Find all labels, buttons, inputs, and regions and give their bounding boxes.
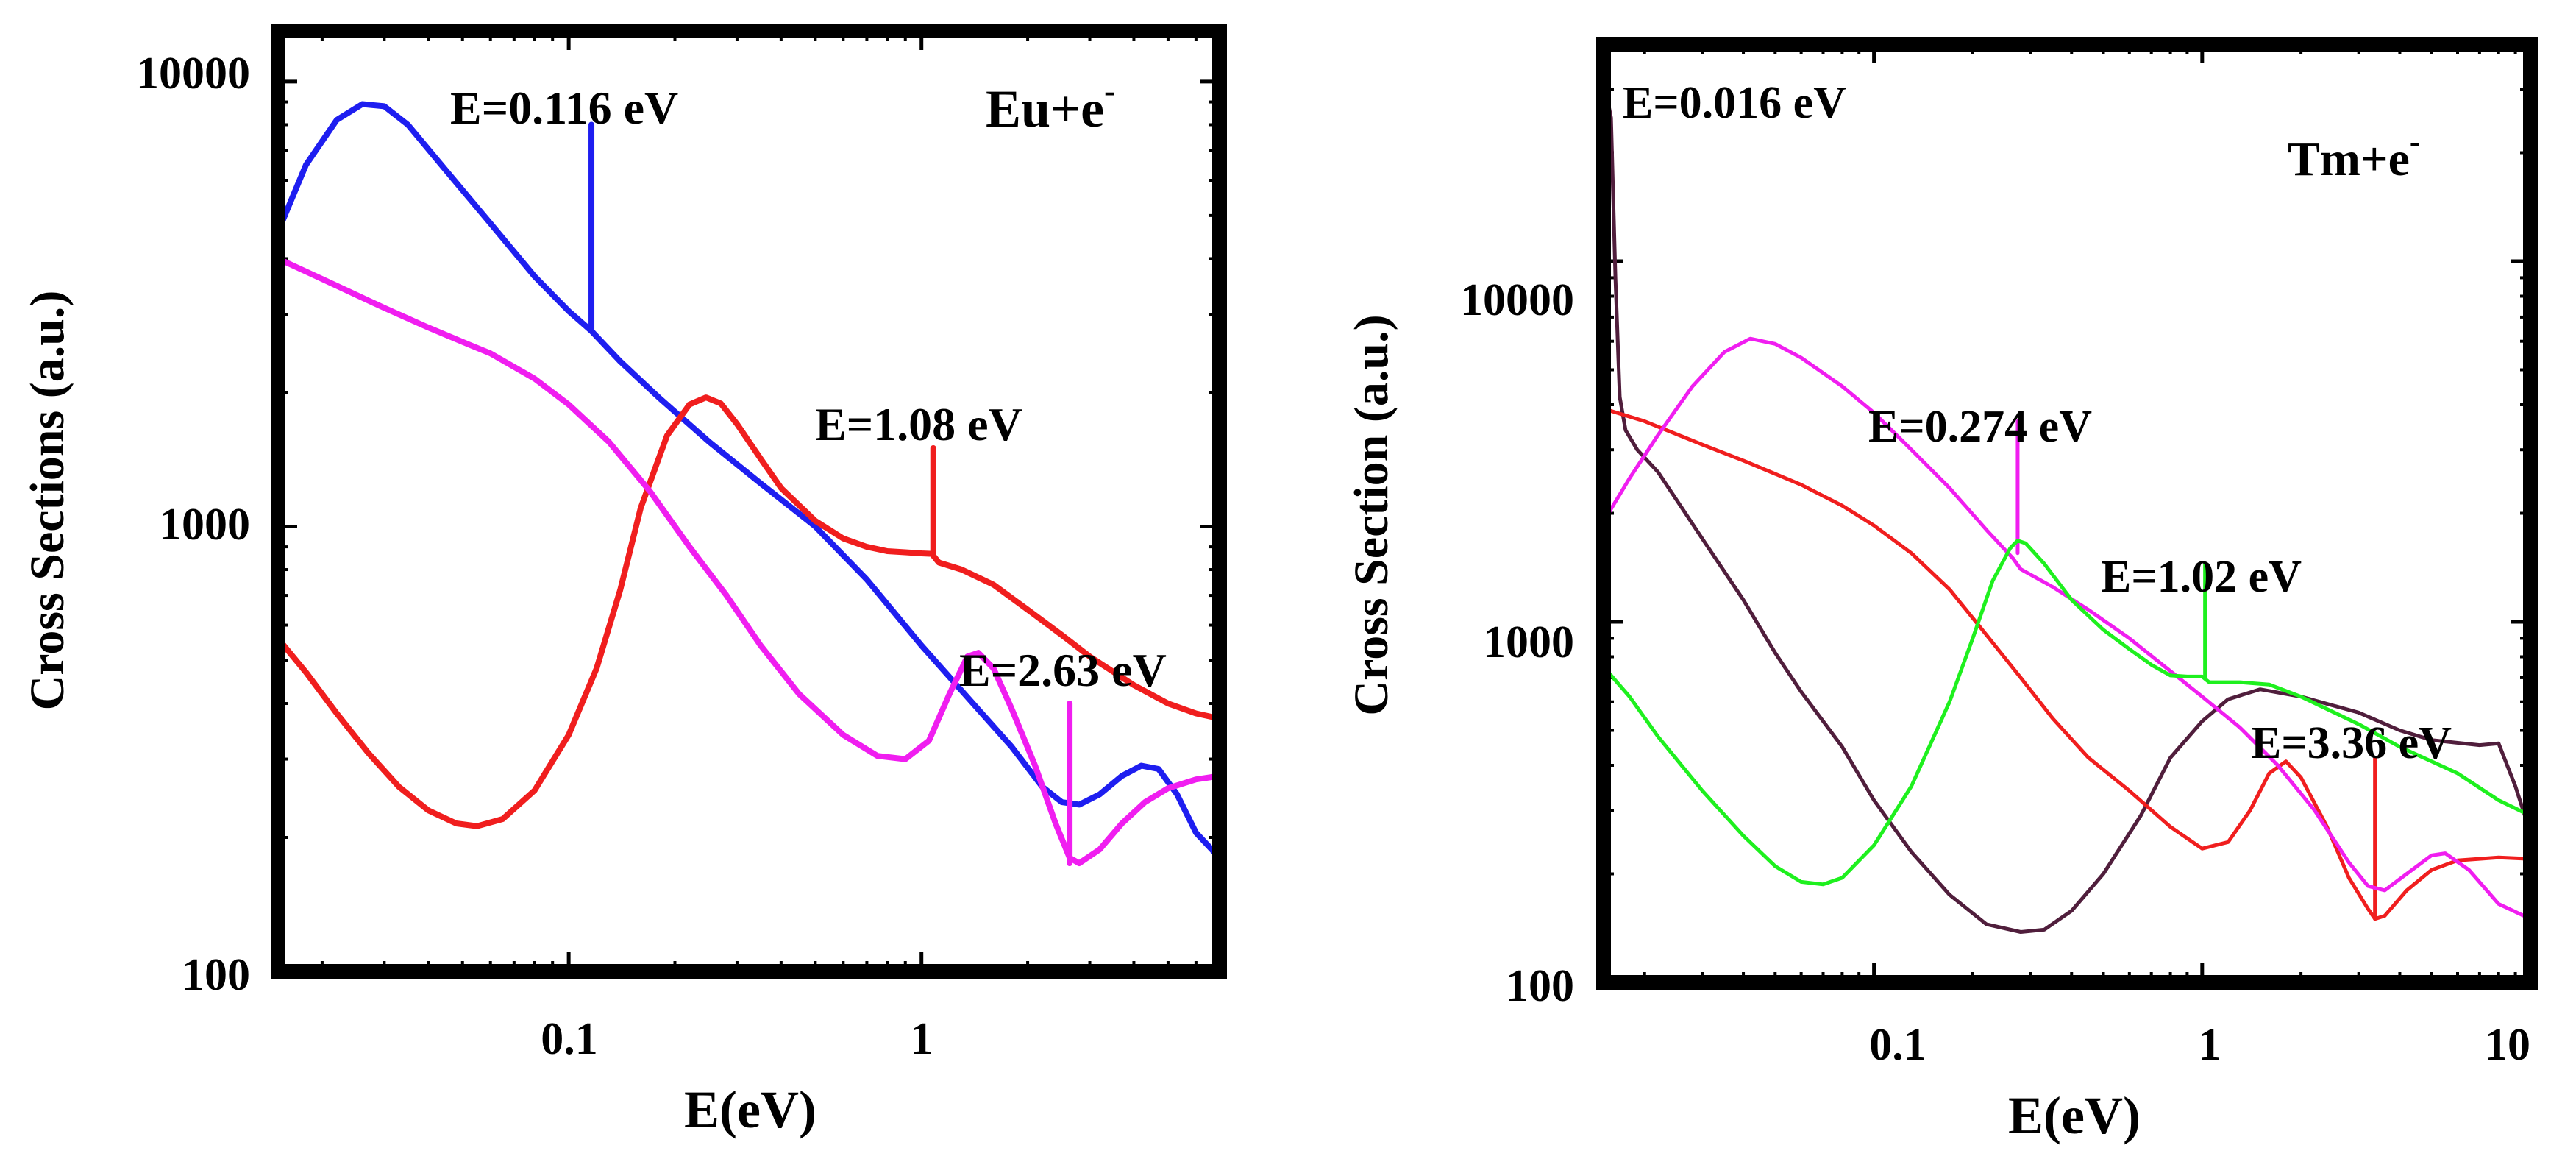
y-tick-label: 100 [182, 950, 250, 1000]
series-line-brown [1604, 87, 2530, 934]
panel-label-eu: Eu+e- [986, 73, 1115, 138]
y-tick-label: 10000 [1460, 275, 1574, 325]
series-line-red [1604, 406, 2530, 921]
y-axis-title: Cross Sections (a.u.) [21, 291, 74, 711]
x-tick-label: 0.1 [541, 1014, 598, 1064]
x-axis-title: E(eV) [2008, 1086, 2141, 1145]
y-tick-label: 100 [1506, 961, 1574, 1011]
x-tick-label: 1 [2199, 1020, 2221, 1070]
annotation-peak: E=0.116 eV [450, 82, 678, 134]
panel-label-tm: Tm+e- [2288, 125, 2420, 186]
series-line-green [1604, 539, 2530, 887]
x-tick-label: 10 [2485, 1020, 2530, 1070]
y-axis-title: Cross Section (a.u.) [1345, 314, 1398, 715]
chart-eu: 100 1000 10000 0.1 1 E(eV) Cross Section… [21, 24, 1227, 1139]
annotation-peak: E=1.02 eV [2101, 552, 2302, 602]
y-tick-label: 1000 [159, 500, 250, 550]
series-line-red [278, 394, 1220, 829]
annotation-peak: E=0.274 eV [1868, 402, 2092, 452]
series-line-magenta [278, 255, 1220, 867]
x-tick-label: 1 [911, 1014, 933, 1064]
plot-area-eu [278, 31, 1220, 971]
annotation-peak: E=0.016 eV [1623, 78, 1846, 128]
chart-tm: 100 1000 10000 0.1 1 10 E(eV) Cross Sect… [1345, 37, 2538, 1145]
plot-frame-eu [271, 24, 1227, 979]
x-axis-title: E(eV) [684, 1080, 816, 1139]
y-tick-label: 1000 [1483, 617, 1574, 667]
annotation-peak: E=3.36 eV [2251, 718, 2452, 768]
annotation-peak: E=2.63 eV [959, 644, 1167, 696]
series-line-blue [278, 101, 1220, 861]
x-tick-label: 0.1 [1869, 1020, 1926, 1070]
y-tick-label: 10000 [136, 49, 250, 99]
annotation-peak: E=1.08 eV [815, 398, 1022, 450]
plot-frame-tm [1596, 37, 2538, 990]
